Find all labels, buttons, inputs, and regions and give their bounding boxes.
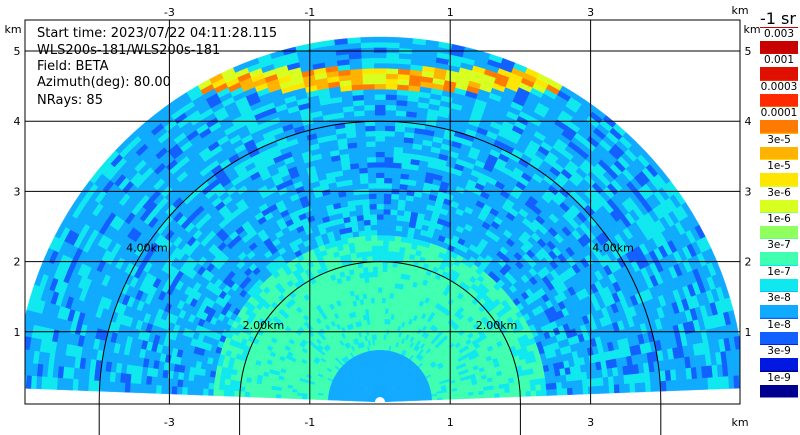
ring-label-right-1: 4.00km [592,242,634,255]
y-tick-left: 2 [14,256,21,269]
y-tick-right: 1 [745,326,752,339]
y-tick-left: 1 [14,326,21,339]
ring-label-left-0: 2.00km [243,319,285,332]
unit-y-left: km [4,23,21,36]
field-label: Field: BETA [37,59,109,74]
colorbar-label: 3e-5 [760,133,798,147]
unit-y-right: km [743,23,760,36]
colorbar-label: 0.003 [760,28,798,41]
axis-ticks: -3 -3 -1 -1 1 1 3 3 1 1 2 2 3 3 4 4 5 5 km km km km [4,4,760,429]
ring-label-left-1: 4.00km [126,242,168,255]
colorbar-label: 1e-6 [760,213,798,226]
start-time-label: Start time: 2023/07/22 04:11:28.115 [37,26,278,41]
x-tick-bottom: 1 [447,416,454,429]
x-tick-bottom: 3 [587,416,594,429]
unit-x-bottom: km [731,416,748,429]
x-tick-top: 1 [447,6,454,19]
colorbar-label: 1e-5 [760,160,798,174]
y-tick-right: 5 [745,45,752,58]
x-tick-bottom: -3 [164,416,175,429]
y-tick-right: 3 [745,185,752,198]
colorbar-label: 1e-7 [760,265,798,279]
x-tick-bottom: -1 [304,416,315,429]
colorbar-label: 3e-8 [760,292,798,306]
colorbar-title: -1 sr [760,9,796,28]
colorbar-label: 0.001 [760,54,798,68]
unit-x-top: km [731,4,748,17]
colorbar-label: 0.0003 [760,80,798,94]
plot-frame [24,19,741,405]
nrays-label: NRays: 85 [37,93,103,108]
azimuth-label: Azimuth(deg): 80.00 [37,75,171,90]
backscatter-fan [25,36,740,403]
y-tick-left: 3 [14,185,21,198]
colorbar-label: 0.0001 [760,107,798,121]
grid-lines [25,20,740,404]
x-tick-top: 3 [587,6,594,19]
y-tick-right: 4 [745,115,752,128]
y-tick-left: 5 [14,45,21,58]
y-tick-right: 2 [745,256,752,269]
colorbar-label: 1e-9 [760,371,798,385]
x-tick-top: -3 [164,6,175,19]
colorbar-label: 3e-6 [760,186,798,200]
y-tick-left: 4 [14,115,21,128]
colorbar-label: 3e-9 [760,345,798,359]
colorbar-label: 3e-7 [760,239,798,253]
instrument-label: WLS200s-181/WLS200s-181 [37,43,221,58]
x-tick-top: -1 [304,6,315,19]
colorbar-label: 1e-8 [760,318,798,332]
ring-label-right-0: 2.00km [476,319,518,332]
